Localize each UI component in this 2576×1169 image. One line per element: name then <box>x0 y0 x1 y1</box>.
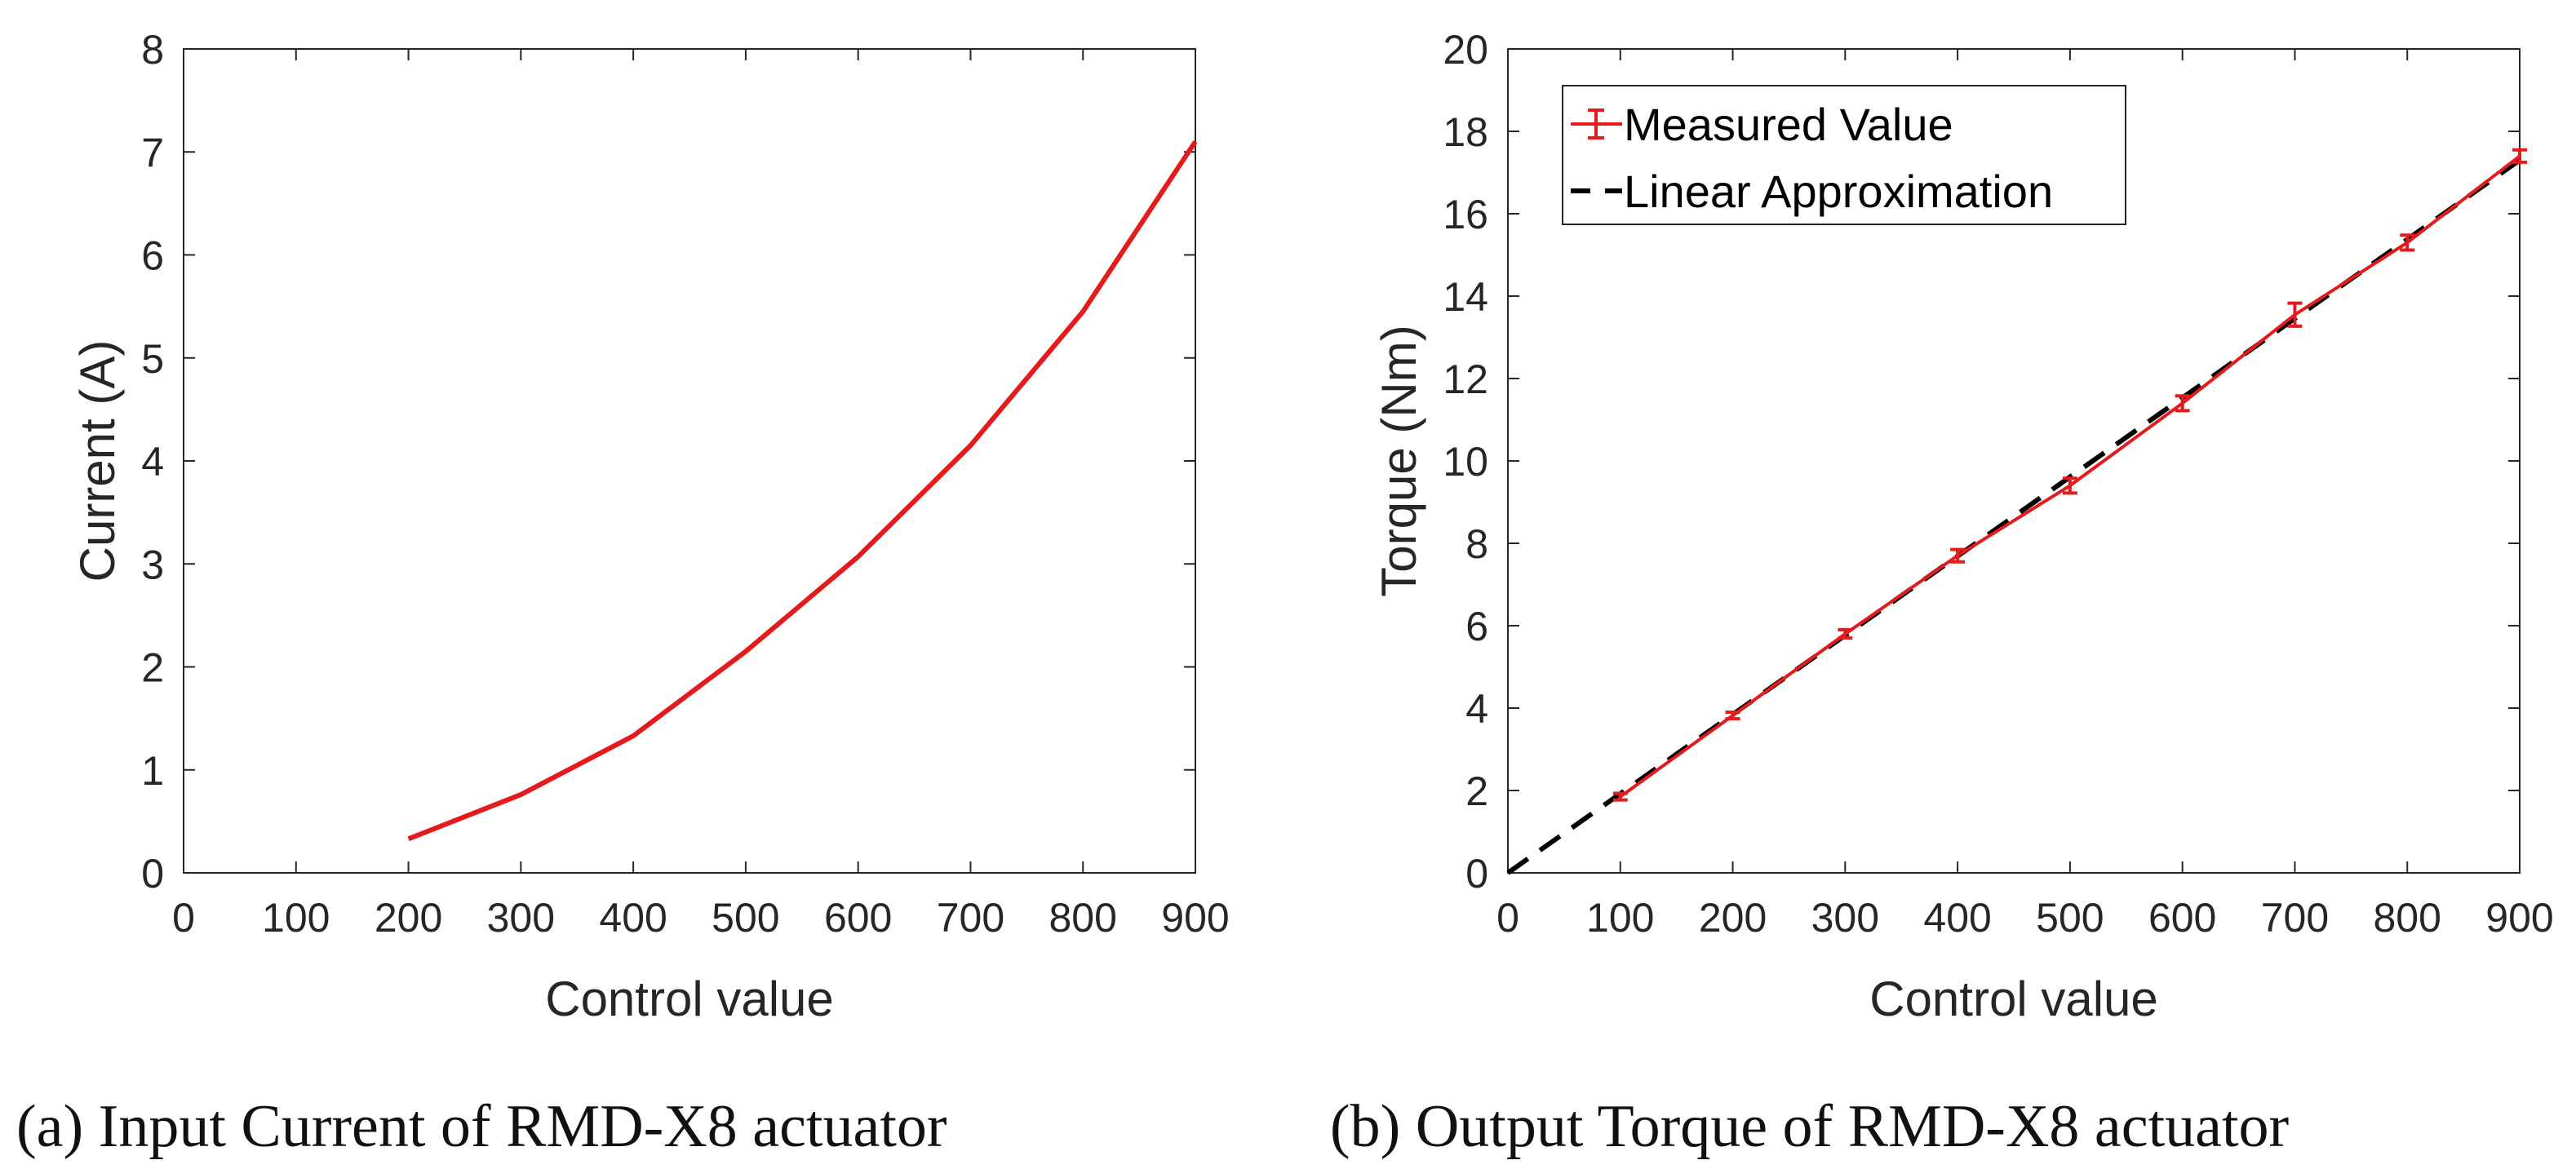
legend: Measured Value Linear Approximation <box>1562 85 2126 225</box>
x-axis-label-torque: Control value <box>1869 972 2158 1026</box>
current-line <box>407 139 1198 842</box>
x-tick-label: 900 <box>1161 895 1229 941</box>
y-tick-label: 2 <box>141 645 164 691</box>
x-tick-label: 0 <box>172 895 195 941</box>
x-tick-label: 300 <box>487 895 555 941</box>
y-tick-label: 4 <box>141 439 164 485</box>
caption-b-text: Output Torque of RMD-X8 actuator <box>1400 1093 2289 1160</box>
x-axis-label-current: Control value <box>545 972 834 1026</box>
x-tick-label: 600 <box>2148 895 2216 941</box>
y-axis-label-current: Current (A) <box>70 340 125 582</box>
x-tick-label: 400 <box>599 895 667 941</box>
x-tick-label: 500 <box>2036 895 2104 941</box>
y-tick-label: 0 <box>141 851 164 897</box>
y-tick-label: 3 <box>141 542 164 587</box>
y-tick-label: 16 <box>1443 192 1488 237</box>
y-tick-label: 12 <box>1443 356 1488 402</box>
y-tick-label: 10 <box>1443 439 1488 485</box>
y-axis-label-torque: Torque (Nm) <box>1372 325 1426 596</box>
caption-b-label: b <box>1350 1093 1381 1160</box>
y-tick-label: 8 <box>1465 521 1488 567</box>
x-tick-label: 100 <box>1586 895 1654 941</box>
x-tick-label: 100 <box>262 895 330 941</box>
y-tick-label: 7 <box>141 130 164 175</box>
x-tick-label: 800 <box>1049 895 1117 941</box>
legend-measured-label: Measured Value <box>1624 99 1953 150</box>
x-tick-label: 0 <box>1496 895 1519 941</box>
x-tick-label: 300 <box>1811 895 1879 941</box>
x-tick-label: 600 <box>824 895 892 941</box>
error-bars <box>1612 148 2527 802</box>
legend-box <box>1562 85 2126 225</box>
y-tick-label: 2 <box>1465 768 1488 814</box>
x-tick-label: 500 <box>712 895 779 941</box>
y-tick-label: 6 <box>141 233 164 279</box>
y-tick-label: 5 <box>141 336 164 382</box>
chart-current: 0 100 200 300 400 500 600 700 800 900 0 1 2 3 4 5 6 7 8 Co… <box>16 27 1230 1160</box>
y-tick-label: 6 <box>1465 604 1488 649</box>
caption-b: (b) Output Torque of RMD-X8 actuator <box>1330 1093 2289 1160</box>
caption-a: (a) Input Current of RMD-X8 actuator <box>16 1093 947 1160</box>
x-tick-label: 900 <box>2485 895 2553 941</box>
y-tick-label: 18 <box>1443 109 1488 155</box>
y-tick-label: 0 <box>1465 851 1488 897</box>
y-tick-label: 20 <box>1443 27 1488 73</box>
x-tick-label: 400 <box>1923 895 1991 941</box>
caption-a-label: a <box>37 1093 64 1160</box>
chart-torque: 0 100 200 300 400 500 600 700 800 900 0 2 4 6 8 10 12 14 1… <box>1330 27 2554 1160</box>
ticks-current: 0 100 200 300 400 500 600 700 800 900 0 1 2 3 4 5 6 7 8 <box>141 27 1230 941</box>
y-tick-label: 14 <box>1443 274 1488 320</box>
y-tick-label: 1 <box>141 748 164 794</box>
x-tick-label: 700 <box>2261 895 2329 941</box>
x-tick-label: 200 <box>1699 895 1767 941</box>
caption-a-text: Input Current of RMD-X8 actuator <box>83 1093 947 1160</box>
y-tick-label: 4 <box>1465 686 1488 732</box>
legend-linear-label: Linear Approximation <box>1624 166 2053 217</box>
y-tick-label: 8 <box>141 27 164 73</box>
x-tick-label: 200 <box>375 895 442 941</box>
x-tick-label: 800 <box>2374 895 2441 941</box>
ticks-torque: 0 100 200 300 400 500 600 700 800 900 0 2 4 6 8 10 12 14 1… <box>1443 27 2553 941</box>
x-tick-label: 700 <box>937 895 1004 941</box>
